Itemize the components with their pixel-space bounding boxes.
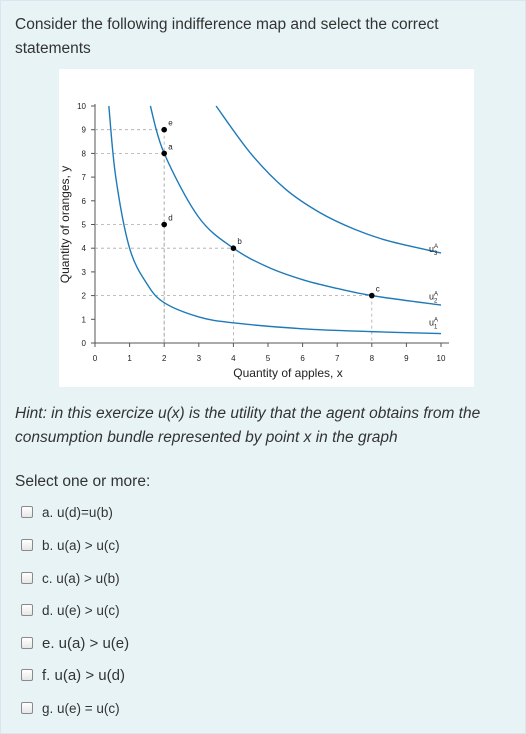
option-c-label: c. u(a) > u(b) — [42, 570, 120, 586]
option-c[interactable]: c. u(a) > u(b) — [21, 567, 120, 589]
y-tick-label: 1 — [82, 315, 87, 324]
option-e-label: e. u(a) > u(e) — [42, 634, 130, 652]
option-f-label: f. u(a) > u(d) — [42, 666, 125, 684]
point-label-b: b — [237, 237, 242, 246]
point-label-c: c — [376, 285, 380, 294]
point-e — [161, 126, 167, 133]
x-tick-label: 4 — [231, 354, 236, 363]
point-a — [161, 150, 167, 157]
x-tick-label: 6 — [300, 354, 305, 363]
x-tick-label: 10 — [437, 354, 446, 363]
x-tick-label: 3 — [197, 354, 202, 363]
y-tick-label: 9 — [82, 126, 87, 135]
y-tick-label: 0 — [82, 339, 87, 348]
indifference-map-chart: 0 1 2 3 4 5 6 7 8 9 10 0 1 2 3 4 5 6 7 8 9 10 Quantity of appl… — [58, 69, 474, 387]
curve-label-sub: 2 — [434, 299, 438, 305]
indifference-curve-1 — [108, 105, 442, 335]
option-d[interactable]: d. u(e) > u(c) — [21, 599, 120, 621]
x-axis-label: Quantity of apples, x — [233, 366, 342, 380]
point-label-e: e — [168, 119, 173, 128]
point-label-a: a — [168, 142, 173, 151]
chart-svg: 0 1 2 3 4 5 6 7 8 9 10 0 1 2 3 4 5 6 7 8 9 10 Quantity of appl… — [58, 102, 449, 380]
checkbox-g[interactable] — [21, 702, 33, 714]
y-axis-label: Quantity of oranges, y — [59, 166, 72, 283]
curve-label-base: u — [429, 244, 434, 254]
curve-label-sup: A — [434, 318, 438, 324]
hint-text: Hint: in this exercize u(x) is the utili… — [15, 405, 481, 446]
option-b-label: b. u(a) > u(c) — [42, 537, 120, 553]
checkbox-d[interactable] — [21, 604, 33, 616]
checkbox-e[interactable] — [21, 637, 33, 649]
curve-label-sup: A — [434, 292, 438, 298]
checkbox-a[interactable] — [21, 506, 33, 518]
curve-label-sub: 3 — [434, 251, 438, 257]
point-label-d: d — [168, 214, 172, 223]
checkbox-f[interactable] — [21, 669, 33, 681]
x-tick-label: 5 — [266, 354, 271, 363]
point-c — [369, 292, 375, 299]
point-b — [230, 245, 237, 251]
y-tick-label: 10 — [77, 102, 86, 111]
point-d — [161, 221, 167, 228]
x-tick-label: 9 — [404, 354, 409, 363]
curve-label-base: u — [429, 292, 434, 302]
checkbox-c[interactable] — [21, 572, 33, 584]
x-tick-label: 7 — [335, 354, 340, 363]
x-tick-label: 1 — [127, 354, 132, 363]
y-tick-label: 7 — [82, 173, 87, 182]
option-g[interactable]: g. u(e) = u(c) — [21, 697, 120, 719]
x-tick-label: 0 — [93, 354, 98, 363]
option-f[interactable]: f. u(a) > u(d) — [21, 664, 125, 686]
x-tick-label: 8 — [370, 354, 375, 363]
indifference-curve-2 — [149, 105, 442, 306]
checkbox-b[interactable] — [21, 539, 33, 551]
option-d-label: d. u(e) > u(c) — [42, 602, 120, 618]
option-g-label: g. u(e) = u(c) — [42, 700, 120, 716]
y-tick-label: 5 — [82, 221, 87, 230]
option-e[interactable]: e. u(a) > u(e) — [21, 632, 129, 654]
y-tick-label: 8 — [82, 149, 87, 158]
option-b[interactable]: b. u(a) > u(c) — [21, 534, 120, 556]
x-tick-label: 2 — [162, 354, 167, 363]
y-tick-label: 2 — [82, 292, 87, 301]
question-text: Consider the following indifference map … — [15, 16, 439, 57]
curve-label-sub: 1 — [434, 325, 438, 331]
y-tick-label: 6 — [82, 197, 87, 206]
option-a[interactable]: a. u(d)=u(b) — [21, 501, 113, 523]
y-tick-label: 3 — [82, 268, 87, 277]
curve-label-sup: A — [434, 244, 438, 250]
indifference-curve-3 — [215, 105, 442, 254]
option-a-label: a. u(d)=u(b) — [42, 504, 113, 520]
curve-label-base: u — [429, 318, 434, 328]
select-label: Select one or more: — [15, 473, 151, 490]
y-tick-label: 4 — [82, 244, 87, 253]
